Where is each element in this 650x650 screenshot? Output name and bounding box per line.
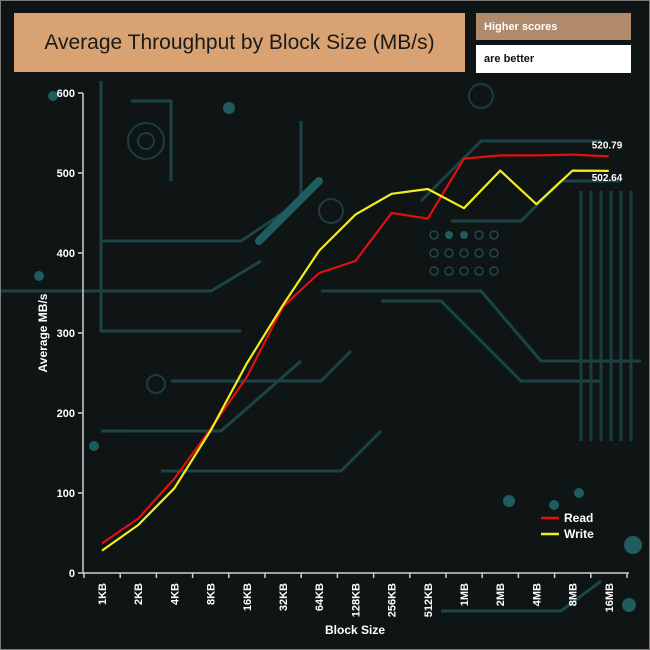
x-axis-ticks: 1KB 2KB 4KB 8KB 16KB 32KB 64KB 128KB 256KB 512KB 1…: [83, 573, 628, 617]
legend-label-read: Read: [564, 511, 593, 525]
x-tick-label: 64KB: [314, 583, 326, 611]
x-tick-label: 16MB: [604, 583, 616, 612]
chart-title-box: Average Throughput by Block Size (MB/s): [14, 13, 465, 72]
note-badge-top: Higher scores: [476, 13, 631, 40]
x-tick-label: 1KB: [97, 583, 109, 605]
y-tick-label: 400: [57, 248, 75, 260]
x-axis-title: Block Size: [325, 623, 385, 637]
x-tick-label: 2MB: [495, 583, 507, 606]
y-axis-ticks: 0 100 200 300 400 500 600: [57, 88, 83, 580]
y-axis-title: Average MB/s: [36, 293, 50, 372]
y-tick-label: 200: [57, 408, 75, 420]
x-tick-label: 4MB: [531, 583, 543, 606]
note-line-1: Higher scores: [484, 20, 558, 33]
x-tick-label: 128KB: [350, 583, 362, 617]
legend-label-write: Write: [564, 527, 594, 541]
y-tick-label: 600: [57, 88, 75, 100]
note-badge-bottom: are better: [476, 45, 631, 73]
series-lines: [101, 153, 609, 552]
x-tick-label: 16KB: [242, 583, 254, 611]
x-tick-label: 512KB: [423, 583, 435, 617]
note-line-2: are better: [484, 53, 535, 65]
end-label-read: 520.79: [592, 140, 623, 151]
y-tick-label: 0: [69, 568, 75, 580]
x-tick-label: 4KB: [169, 583, 181, 605]
x-tick-label: 256KB: [387, 583, 399, 617]
end-label-write: 502.64: [592, 173, 623, 184]
chart-title: Average Throughput by Block Size (MB/s): [44, 30, 435, 54]
end-labels: 520.79 502.64: [592, 140, 623, 184]
y-tick-label: 300: [57, 328, 75, 340]
x-tick-label: 8MB: [568, 583, 580, 606]
y-tick-label: 500: [57, 168, 75, 180]
x-tick-label: 1MB: [459, 583, 471, 606]
x-tick-label: 32KB: [278, 583, 290, 611]
x-tick-label: 2KB: [133, 583, 145, 605]
x-tick-label: 8KB: [206, 583, 218, 605]
legend: Read Write: [541, 511, 594, 541]
series-line-write: [101, 169, 609, 552]
y-tick-label: 100: [57, 488, 75, 500]
series-line-read: [101, 153, 609, 545]
